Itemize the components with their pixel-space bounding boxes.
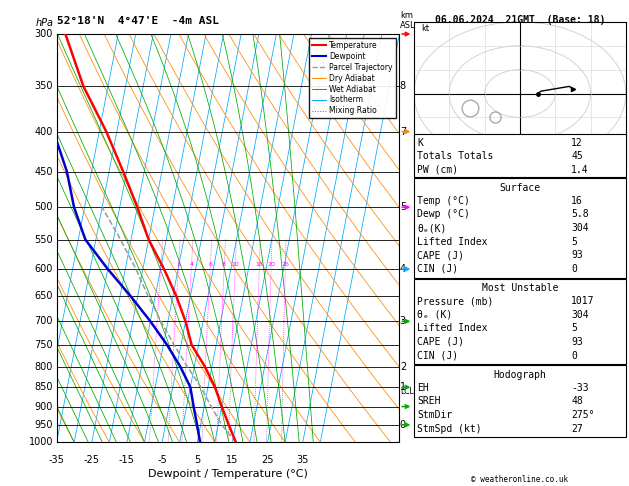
Text: 800: 800 [35,362,53,372]
Text: 15: 15 [226,454,238,465]
Text: 5.8: 5.8 [571,209,589,219]
Text: 6: 6 [208,262,212,267]
Text: -25: -25 [84,454,100,465]
Text: km
ASL: km ASL [400,11,415,30]
Text: 93: 93 [571,337,583,347]
Text: Temp (°C): Temp (°C) [417,196,470,206]
Text: 700: 700 [35,316,53,326]
Text: 20: 20 [267,262,275,267]
Text: 0: 0 [400,420,406,430]
Text: kt: kt [421,24,429,34]
Text: hPa: hPa [35,18,53,28]
Text: 1000: 1000 [29,437,53,447]
Text: CIN (J): CIN (J) [417,350,458,361]
Text: θₑ(K): θₑ(K) [417,223,447,233]
Text: 600: 600 [35,264,53,274]
Text: PW (cm): PW (cm) [417,165,458,175]
Text: LCL: LCL [400,387,413,397]
Text: 7: 7 [400,126,406,137]
Text: 2: 2 [400,362,406,372]
Text: © weatheronline.co.uk: © weatheronline.co.uk [471,474,569,484]
Text: 35: 35 [296,454,309,465]
Text: 550: 550 [35,235,53,244]
Text: CIN (J): CIN (J) [417,264,458,274]
Text: StmSpd (kt): StmSpd (kt) [417,424,482,434]
Text: Hodograph: Hodograph [493,370,547,380]
Text: 10: 10 [231,262,239,267]
Text: 16: 16 [571,196,583,206]
Text: -5: -5 [157,454,167,465]
Text: 1.4: 1.4 [571,165,589,175]
Text: 950: 950 [35,420,53,430]
Text: CAPE (J): CAPE (J) [417,337,464,347]
Text: EH: EH [417,383,429,393]
Text: Pressure (mb): Pressure (mb) [417,296,493,306]
Text: StmDir: StmDir [417,410,452,420]
Text: Dewp (°C): Dewp (°C) [417,209,470,219]
Text: 5: 5 [571,323,577,333]
Text: 3: 3 [400,316,406,326]
Text: 4: 4 [189,262,193,267]
Text: 5: 5 [571,237,577,246]
Text: 16: 16 [255,262,263,267]
Text: 900: 900 [35,401,53,412]
Text: 500: 500 [35,202,53,212]
Text: 1: 1 [400,382,406,392]
Text: CAPE (J): CAPE (J) [417,250,464,260]
Text: 06.06.2024  21GMT  (Base: 18): 06.06.2024 21GMT (Base: 18) [435,15,605,25]
Text: Most Unstable: Most Unstable [482,283,558,293]
Text: 300: 300 [35,29,53,39]
Text: 400: 400 [35,126,53,137]
Text: 93: 93 [571,250,583,260]
FancyBboxPatch shape [414,134,626,177]
Text: θₑ (K): θₑ (K) [417,310,452,320]
Text: Totals Totals: Totals Totals [417,151,493,161]
Text: 0: 0 [571,264,577,274]
Text: Dewpoint / Temperature (°C): Dewpoint / Temperature (°C) [148,469,308,479]
Text: 1017: 1017 [571,296,594,306]
FancyBboxPatch shape [414,178,626,278]
Text: 450: 450 [35,167,53,176]
FancyBboxPatch shape [414,278,626,364]
Text: 0: 0 [571,350,577,361]
Text: 304: 304 [571,223,589,233]
Text: 52°18'N  4°47'E  -4m ASL: 52°18'N 4°47'E -4m ASL [57,16,219,26]
Text: 4: 4 [400,264,406,274]
Text: 750: 750 [35,340,53,350]
Text: 48: 48 [571,397,583,406]
Text: 3: 3 [176,262,181,267]
Text: -33: -33 [571,383,589,393]
Legend: Temperature, Dewpoint, Parcel Trajectory, Dry Adiabat, Wet Adiabat, Isotherm, Mi: Temperature, Dewpoint, Parcel Trajectory… [309,38,396,119]
Text: 650: 650 [35,291,53,301]
Text: 350: 350 [35,81,53,91]
Text: Mixing Ratio (g/kg): Mixing Ratio (g/kg) [426,198,435,278]
Text: -15: -15 [119,454,135,465]
Text: 8: 8 [400,81,406,91]
Text: Surface: Surface [499,183,540,193]
Text: Lifted Index: Lifted Index [417,323,487,333]
Text: 5: 5 [194,454,201,465]
Text: 2: 2 [159,262,163,267]
Text: K: K [417,138,423,148]
Text: 45: 45 [571,151,583,161]
Text: 25: 25 [261,454,274,465]
FancyBboxPatch shape [414,365,626,437]
Text: 275°: 275° [571,410,594,420]
Text: 8: 8 [222,262,226,267]
Text: 304: 304 [571,310,589,320]
Text: 26: 26 [281,262,289,267]
Text: -35: -35 [48,454,65,465]
Text: 27: 27 [571,424,583,434]
Text: SREH: SREH [417,397,440,406]
Text: Lifted Index: Lifted Index [417,237,487,246]
Text: 5: 5 [400,202,406,212]
Text: 12: 12 [571,138,583,148]
Text: 850: 850 [35,382,53,392]
